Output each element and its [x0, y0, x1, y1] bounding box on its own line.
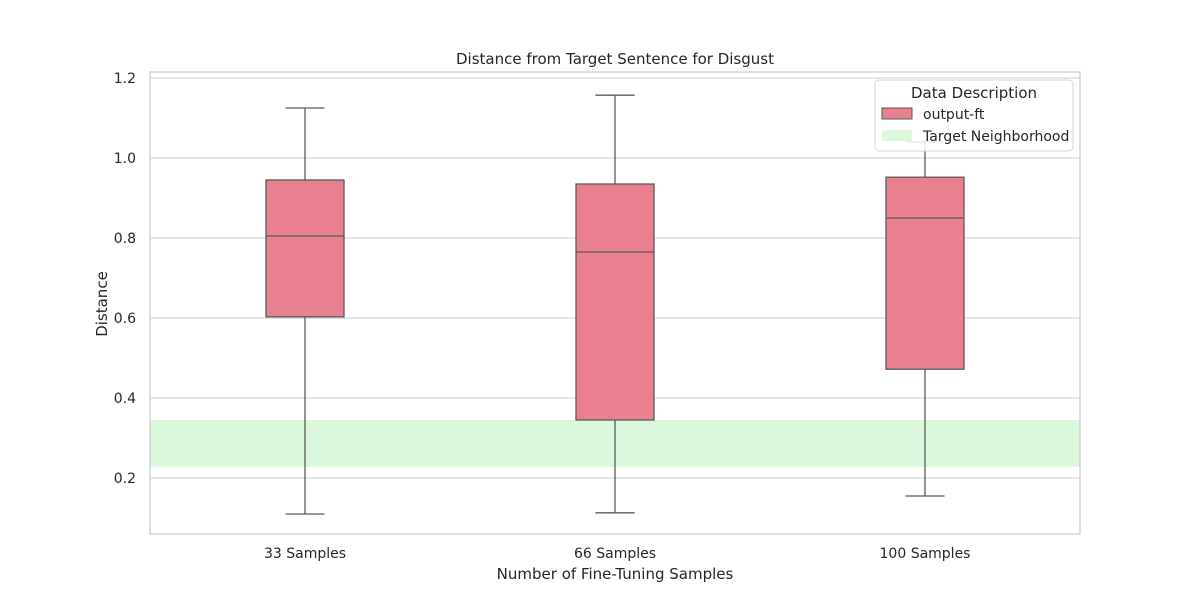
x-tick-label: 33 Samples: [264, 546, 346, 562]
y-tick-label: 1.2: [114, 71, 136, 87]
axes-frame: [149, 71, 1081, 535]
y-axis-label: Distance: [93, 271, 111, 337]
legend-entry-label: Target Neighborhood: [922, 129, 1069, 145]
box-2: [575, 94, 655, 514]
y-tick-label: 0.4: [114, 391, 136, 407]
legend-frame: [874, 79, 1074, 152]
x-tick-label: 66 Samples: [574, 546, 656, 562]
iqr-box: [575, 183, 655, 421]
iqr-box: [885, 176, 965, 370]
legend-swatch: [882, 130, 912, 141]
legend-entry-label: output-ft: [923, 107, 985, 123]
y-tick-label: 0.2: [114, 471, 136, 487]
box-3: [885, 141, 965, 497]
y-tick-label: 0.6: [114, 311, 136, 327]
legend-title: Data Description: [911, 84, 1037, 102]
y-tick-label: 0.8: [114, 231, 136, 247]
box-1: [265, 107, 345, 515]
legend-swatch: [881, 107, 913, 120]
y-tick-label: 1.0: [114, 151, 136, 167]
iqr-box: [265, 179, 345, 318]
x-tick-label: 100 Samples: [880, 546, 971, 562]
plot-area: 0.2 0.4 0.6 0.8 1.0 1.2 33 Samples 66 Samples 10…: [114, 71, 1081, 562]
chart-title: Distance from Target Sentence for Disgus…: [456, 50, 774, 68]
legend: Data Description output-ft Target Neighbor…: [874, 79, 1074, 152]
x-axis-label: Number of Fine-Tuning Samples: [497, 565, 734, 583]
